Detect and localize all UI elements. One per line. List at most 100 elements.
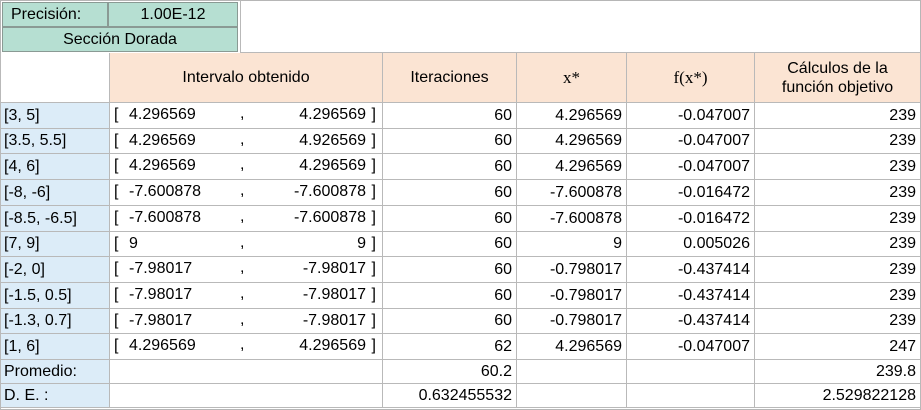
- row-f-x-star[interactable]: 0.005026: [627, 232, 755, 257]
- row-iterations[interactable]: 60: [383, 129, 517, 154]
- f-x-star-label: f(x*): [673, 68, 708, 87]
- interval-open: [: [114, 337, 119, 354]
- row-range[interactable]: [7, 9]: [0, 232, 110, 257]
- row-x-star[interactable]: 9: [517, 232, 627, 257]
- row-f-x-star[interactable]: -0.016472: [627, 206, 755, 232]
- interval-comma: ,: [240, 311, 245, 328]
- row-calcs[interactable]: 239: [755, 206, 921, 232]
- row-x-star[interactable]: 4.296569: [517, 103, 627, 129]
- interval-comma: ,: [240, 156, 245, 173]
- interval-comma: ,: [240, 285, 245, 302]
- row-f-x-star[interactable]: -0.047007: [627, 103, 755, 129]
- row-f-x-star[interactable]: -0.016472: [627, 180, 755, 206]
- row-calcs[interactable]: 239: [755, 154, 921, 180]
- summary-iterations[interactable]: 60.2: [383, 360, 517, 384]
- row-f-x-star[interactable]: -0.047007: [627, 334, 755, 360]
- row-range[interactable]: [3.5, 5.5]: [0, 129, 110, 154]
- row-iterations[interactable]: 60: [383, 283, 517, 309]
- row-interval[interactable]: [4.296569, 4.296569]: [110, 154, 383, 180]
- interval-close: ]: [371, 312, 376, 329]
- interval-close: ]: [371, 337, 376, 354]
- row-iterations[interactable]: 60: [383, 180, 517, 206]
- row-x-star[interactable]: 4.296569: [517, 154, 627, 180]
- summary-iterations[interactable]: 0.632455532: [383, 384, 517, 408]
- summary-calcs[interactable]: 2.529822128: [755, 384, 921, 408]
- row-iterations[interactable]: 60: [383, 103, 517, 129]
- row-interval[interactable]: [-7.98017, -7.98017]: [110, 283, 383, 309]
- row-interval[interactable]: [9, 9]: [110, 232, 383, 257]
- header-interval: Intervalo obtenido: [110, 53, 383, 103]
- row-interval[interactable]: [-7.98017, -7.98017]: [110, 257, 383, 283]
- summary-x-star[interactable]: [517, 360, 627, 384]
- row-iterations[interactable]: 60: [383, 232, 517, 257]
- row-f-x-star[interactable]: -0.437414: [627, 309, 755, 334]
- summary-label[interactable]: D. E. :: [0, 384, 110, 408]
- row-range[interactable]: [-8.5, -6.5]: [0, 206, 110, 232]
- row-interval[interactable]: [4.296569, 4.296569]: [110, 103, 383, 129]
- row-iterations[interactable]: 60: [383, 206, 517, 232]
- row-x-star[interactable]: -0.798017: [517, 257, 627, 283]
- row-range[interactable]: [-1.5, 0.5]: [0, 283, 110, 309]
- row-iterations[interactable]: 60: [383, 154, 517, 180]
- method-name: Sección Dorada: [2, 27, 238, 52]
- precision-value[interactable]: 1.00E-12: [108, 2, 238, 27]
- row-calcs[interactable]: 247: [755, 334, 921, 360]
- summary-interval[interactable]: [110, 360, 383, 384]
- header-f-x-star: f(x*): [627, 53, 755, 103]
- interval-open: [: [114, 260, 119, 277]
- row-interval[interactable]: [4.296569, 4.926569]: [110, 129, 383, 154]
- interval-b: -7.98017: [302, 286, 366, 303]
- summary-f-x-star[interactable]: [627, 360, 755, 384]
- interval-close: ]: [371, 235, 376, 252]
- header-corner: [0, 53, 110, 103]
- row-range[interactable]: [-8, -6]: [0, 180, 110, 206]
- row-iterations[interactable]: 60: [383, 309, 517, 334]
- row-x-star[interactable]: -7.600878: [517, 206, 627, 232]
- interval-comma: ,: [240, 336, 245, 353]
- header-calcs-line1: Cálculos de la: [787, 59, 888, 77]
- row-calcs[interactable]: 239: [755, 283, 921, 309]
- row-range[interactable]: [3, 5]: [0, 103, 110, 129]
- row-f-x-star[interactable]: -0.047007: [627, 129, 755, 154]
- interval-b: -7.98017: [302, 312, 366, 329]
- row-interval[interactable]: [-7.98017, -7.98017]: [110, 309, 383, 334]
- row-x-star[interactable]: -0.798017: [517, 283, 627, 309]
- interval-comma: ,: [240, 234, 245, 251]
- interval-a: 4.296569: [129, 106, 196, 123]
- interval-comma: ,: [240, 105, 245, 122]
- row-calcs[interactable]: 239: [755, 180, 921, 206]
- header-calcs: Cálculos de la función objetivo: [755, 53, 921, 103]
- row-interval[interactable]: [-7.600878, -7.600878]: [110, 180, 383, 206]
- row-x-star[interactable]: 4.296569: [517, 129, 627, 154]
- row-x-star[interactable]: 4.296569: [517, 334, 627, 360]
- summary-interval[interactable]: [110, 384, 383, 408]
- row-range[interactable]: [-1.3, 0.7]: [0, 309, 110, 334]
- summary-f-x-star[interactable]: [627, 384, 755, 408]
- row-range[interactable]: [-2, 0]: [0, 257, 110, 283]
- interval-open: [: [114, 312, 119, 329]
- interval-a: 4.296569: [129, 132, 196, 149]
- row-range[interactable]: [4, 6]: [0, 154, 110, 180]
- row-interval[interactable]: [4.296569, 4.296569]: [110, 334, 383, 360]
- row-x-star[interactable]: -0.798017: [517, 309, 627, 334]
- interval-open: [: [114, 286, 119, 303]
- row-f-x-star[interactable]: -0.437414: [627, 283, 755, 309]
- interval-open: [: [114, 157, 119, 174]
- summary-label[interactable]: Promedio:: [0, 360, 110, 384]
- summary-calcs[interactable]: 239.8: [755, 360, 921, 384]
- row-calcs[interactable]: 239: [755, 309, 921, 334]
- row-iterations[interactable]: 60: [383, 257, 517, 283]
- row-calcs[interactable]: 239: [755, 129, 921, 154]
- precision-label: Precisión:: [2, 2, 108, 27]
- row-f-x-star[interactable]: -0.047007: [627, 154, 755, 180]
- row-interval[interactable]: [-7.600878, -7.600878]: [110, 206, 383, 232]
- summary-x-star[interactable]: [517, 384, 627, 408]
- row-range[interactable]: [1, 6]: [0, 334, 110, 360]
- row-x-star[interactable]: -7.600878: [517, 180, 627, 206]
- header-x-star: x*: [517, 53, 627, 103]
- row-iterations[interactable]: 62: [383, 334, 517, 360]
- row-calcs[interactable]: 239: [755, 257, 921, 283]
- row-calcs[interactable]: 239: [755, 232, 921, 257]
- row-calcs[interactable]: 239: [755, 103, 921, 129]
- row-f-x-star[interactable]: -0.437414: [627, 257, 755, 283]
